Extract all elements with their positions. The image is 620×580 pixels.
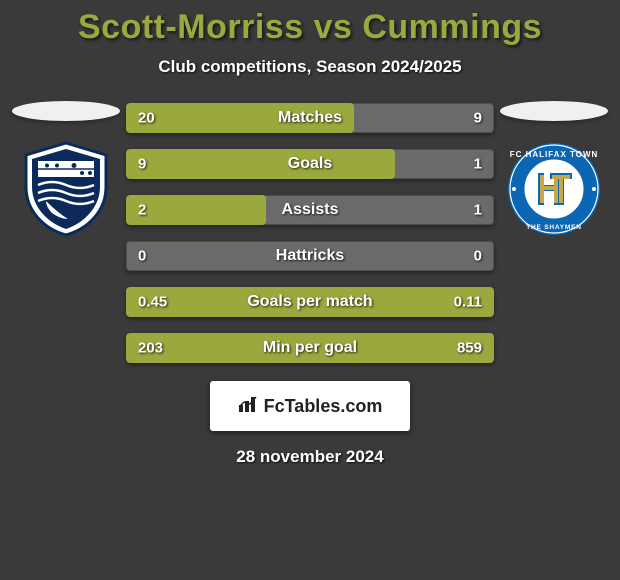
left-club-badge [16,139,116,239]
bar-value-right: 859 [457,340,482,357]
bar-value-left: 2 [138,202,146,219]
chart-icon [238,395,260,418]
left-player-col [6,101,126,239]
svg-text:THE SHAYMEN: THE SHAYMEN [526,224,582,231]
bar-value-right: 0.11 [454,294,482,311]
bar-label: Goals [288,155,332,173]
bar-value-right: 1 [474,156,482,173]
bar-value-left: 203 [138,340,163,357]
bar-label: Matches [278,109,342,127]
subtitle: Club competitions, Season 2024/2025 [0,57,620,77]
bar-value-right: 0 [474,248,482,265]
brand-text: FcTables.com [264,396,383,417]
bar-fill [126,195,266,225]
bar-label: Assists [282,201,339,219]
right-player-name-pill [500,101,608,121]
bar-label: Min per goal [263,339,357,357]
halifax-badge-icon: FC HALIFAX TOWN THE SHAYMEN [504,139,604,239]
date-text: 28 november 2024 [0,447,620,467]
bars-column: 20 Matches 9 9 Goals 1 2 Assists 1 0 Hattricks 0 0.4… [126,101,494,363]
right-club-badge: FC HALIFAX TOWN THE SHAYMEN [504,139,604,239]
stat-bar: 203 Min per goal 859 [126,333,494,363]
comparison-card: Scott-Morriss vs Cummings Club competiti… [0,0,620,467]
left-player-name-pill [12,101,120,121]
bar-value-left: 0.45 [138,294,167,311]
bar-value-left: 9 [138,156,146,173]
main-row: 20 Matches 9 9 Goals 1 2 Assists 1 0 Hattricks 0 0.4… [0,101,620,363]
brand-box: FcTables.com [210,381,410,431]
stat-bar: 0.45 Goals per match 0.11 [126,287,494,317]
stat-bar: 2 Assists 1 [126,195,494,225]
bar-value-right: 9 [474,110,482,127]
stat-bar: 20 Matches 9 [126,103,494,133]
bar-label: Hattricks [276,247,344,265]
bar-fill [126,149,395,179]
southend-badge-icon [16,139,116,239]
svg-text:FC HALIFAX TOWN: FC HALIFAX TOWN [510,150,599,159]
stat-bar: 9 Goals 1 [126,149,494,179]
bar-label: Goals per match [247,293,372,311]
bar-value-left: 20 [138,110,155,127]
bar-value-right: 1 [474,202,482,219]
right-player-col: FC HALIFAX TOWN THE SHAYMEN [494,101,614,239]
stat-bar: 0 Hattricks 0 [126,241,494,271]
page-title: Scott-Morriss vs Cummings [0,8,620,47]
bar-value-left: 0 [138,248,146,265]
